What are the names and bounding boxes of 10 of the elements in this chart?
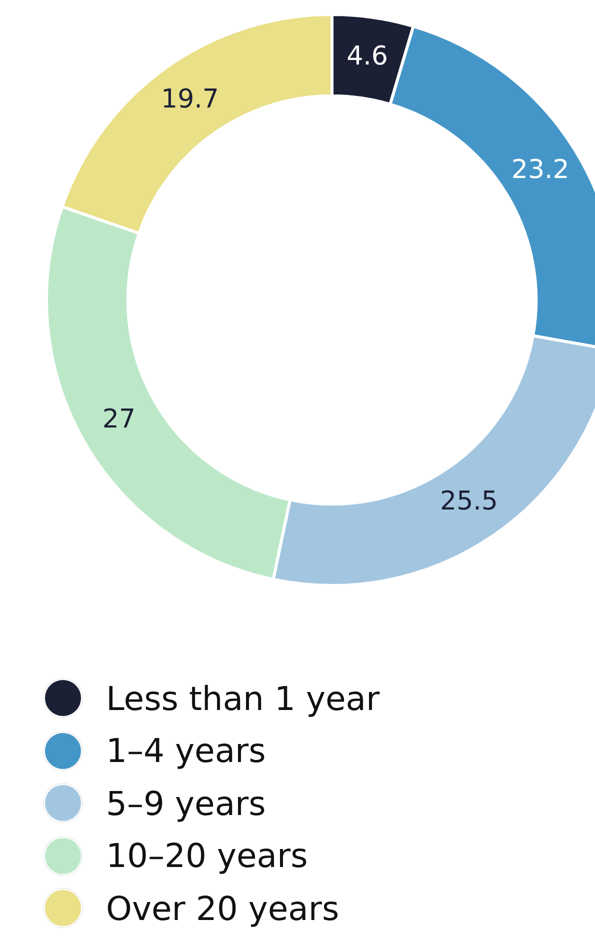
data-label: 27 (102, 404, 136, 434)
data-label: 25.5 (440, 486, 498, 517)
legend-label: Less than 1 year (106, 678, 380, 718)
data-label: 4.6 (346, 41, 388, 72)
legend-label: Over 20 years (106, 888, 340, 928)
data-label: 23.2 (511, 155, 570, 186)
legend-label: 10–20 years (106, 836, 308, 876)
legend-label: 5–9 years (106, 784, 266, 823)
data-label: 19.7 (161, 84, 219, 114)
legend-label: 1–4 years (106, 731, 266, 770)
